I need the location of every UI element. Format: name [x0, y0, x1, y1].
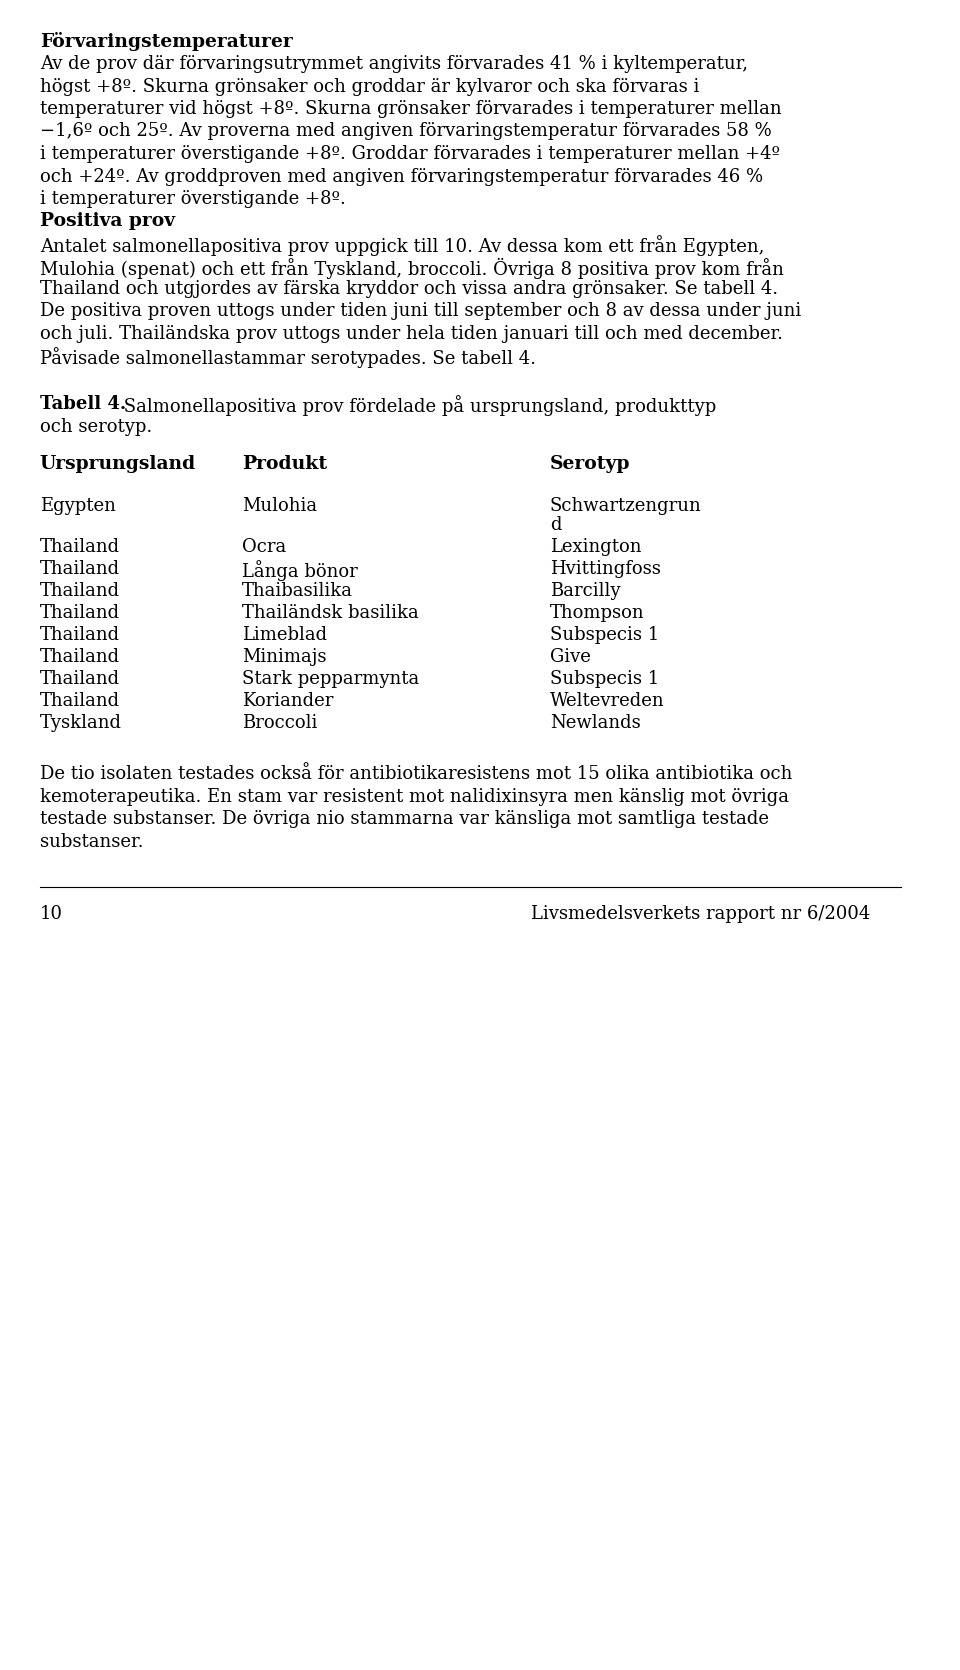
- Text: De positiva proven uttogs under tiden juni till september och 8 av dessa under j: De positiva proven uttogs under tiden ju…: [39, 302, 801, 321]
- Text: Thaibasilika: Thaibasilika: [242, 583, 352, 600]
- Text: Broccoli: Broccoli: [242, 715, 317, 731]
- Text: Egypten: Egypten: [39, 498, 116, 514]
- Text: Antalet salmonellapositiva prov uppgick till 10. Av dessa kom ett från Egypten,: Antalet salmonellapositiva prov uppgick …: [39, 235, 764, 256]
- Text: Limeblad: Limeblad: [242, 626, 327, 645]
- Text: Thailand: Thailand: [39, 691, 120, 710]
- Text: Thompson: Thompson: [550, 605, 644, 621]
- Text: Långa bönor: Långa bönor: [242, 559, 357, 581]
- Text: kemoterapeutika. En stam var resistent mot nalidixinsyra men känslig mot övriga: kemoterapeutika. En stam var resistent m…: [39, 788, 789, 805]
- Text: Påvisade salmonellastammar serotypades. Se tabell 4.: Påvisade salmonellastammar serotypades. …: [39, 347, 536, 369]
- Text: 10: 10: [39, 905, 62, 924]
- Text: Thailand: Thailand: [39, 648, 120, 666]
- Text: Schwartzengrun: Schwartzengrun: [550, 498, 702, 514]
- Text: högst +8º. Skurna grönsaker och groddar är kylvaror och ska förvaras i: högst +8º. Skurna grönsaker och groddar …: [39, 77, 699, 95]
- Text: Tabell 4.: Tabell 4.: [39, 396, 126, 412]
- Text: Thailand och utgjordes av färska kryddor och vissa andra grönsaker. Se tabell 4.: Thailand och utgjordes av färska kryddor…: [39, 281, 778, 297]
- Text: Hvittingfoss: Hvittingfoss: [550, 559, 660, 578]
- Text: d: d: [550, 516, 562, 534]
- Text: Ursprungsland: Ursprungsland: [39, 454, 196, 473]
- Text: Weltevreden: Weltevreden: [550, 691, 664, 710]
- Text: i temperaturer överstigande +8º.: i temperaturer överstigande +8º.: [39, 190, 346, 209]
- Text: Thailändsk basilika: Thailändsk basilika: [242, 605, 419, 621]
- Text: Lexington: Lexington: [550, 538, 641, 556]
- Text: Subspecis 1: Subspecis 1: [550, 626, 660, 645]
- Text: Minimajs: Minimajs: [242, 648, 326, 666]
- Text: Thailand: Thailand: [39, 605, 120, 621]
- Text: Newlands: Newlands: [550, 715, 640, 731]
- Text: substanser.: substanser.: [39, 833, 143, 850]
- Text: Produkt: Produkt: [242, 454, 327, 473]
- Text: Livsmedelsverkets rapport nr 6/2004: Livsmedelsverkets rapport nr 6/2004: [531, 905, 871, 924]
- Text: Positiva prov: Positiva prov: [39, 212, 175, 230]
- Text: Av de prov där förvaringsutrymmet angivits förvarades 41 % i kyltemperatur,: Av de prov där förvaringsutrymmet angivi…: [39, 55, 748, 73]
- Text: Thailand: Thailand: [39, 559, 120, 578]
- Text: och +24º. Av groddproven med angiven förvaringstemperatur förvarades 46 %: och +24º. Av groddproven med angiven för…: [39, 167, 763, 185]
- Text: Thailand: Thailand: [39, 670, 120, 688]
- Text: Barcilly: Barcilly: [550, 583, 620, 600]
- Text: och serotyp.: och serotyp.: [39, 418, 152, 436]
- Text: Tyskland: Tyskland: [39, 715, 122, 731]
- Text: Koriander: Koriander: [242, 691, 333, 710]
- Text: Thailand: Thailand: [39, 626, 120, 645]
- Text: Give: Give: [550, 648, 590, 666]
- Text: i temperaturer överstigande +8º. Groddar förvarades i temperaturer mellan +4º: i temperaturer överstigande +8º. Groddar…: [39, 145, 780, 164]
- Text: testade substanser. De övriga nio stammarna var känsliga mot samtliga testade: testade substanser. De övriga nio stamma…: [39, 810, 769, 828]
- Text: Förvaringstemperaturer: Förvaringstemperaturer: [39, 32, 293, 52]
- Text: Ocra: Ocra: [242, 538, 286, 556]
- Text: Thailand: Thailand: [39, 538, 120, 556]
- Text: Serotyp: Serotyp: [550, 454, 631, 473]
- Text: Salmonellapositiva prov fördelade på ursprungsland, produkttyp: Salmonellapositiva prov fördelade på urs…: [117, 396, 716, 416]
- Text: Subspecis 1: Subspecis 1: [550, 670, 660, 688]
- Text: och juli. Thailändska prov uttogs under hela tiden januari till och med december: och juli. Thailändska prov uttogs under …: [39, 326, 782, 342]
- Text: Thailand: Thailand: [39, 583, 120, 600]
- Text: Stark pepparmynta: Stark pepparmynta: [242, 670, 419, 688]
- Text: Mulohia: Mulohia: [242, 498, 317, 514]
- Text: Mulohia (spenat) och ett från Tyskland, broccoli. Övriga 8 positiva prov kom frå: Mulohia (spenat) och ett från Tyskland, …: [39, 257, 783, 279]
- Text: −1,6º och 25º. Av proverna med angiven förvaringstemperatur förvarades 58 %: −1,6º och 25º. Av proverna med angiven f…: [39, 122, 772, 140]
- Text: De tio isolaten testades också för antibiotikaresistens mot 15 olika antibiotika: De tio isolaten testades också för antib…: [39, 765, 792, 783]
- Text: temperaturer vid högst +8º. Skurna grönsaker förvarades i temperaturer mellan: temperaturer vid högst +8º. Skurna gröns…: [39, 100, 781, 119]
